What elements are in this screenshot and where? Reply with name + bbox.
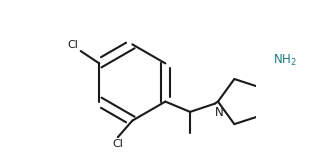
Text: Cl: Cl — [68, 40, 79, 50]
Text: NH$_2$: NH$_2$ — [273, 53, 297, 68]
Text: N: N — [215, 106, 224, 119]
Text: Cl: Cl — [113, 139, 123, 149]
